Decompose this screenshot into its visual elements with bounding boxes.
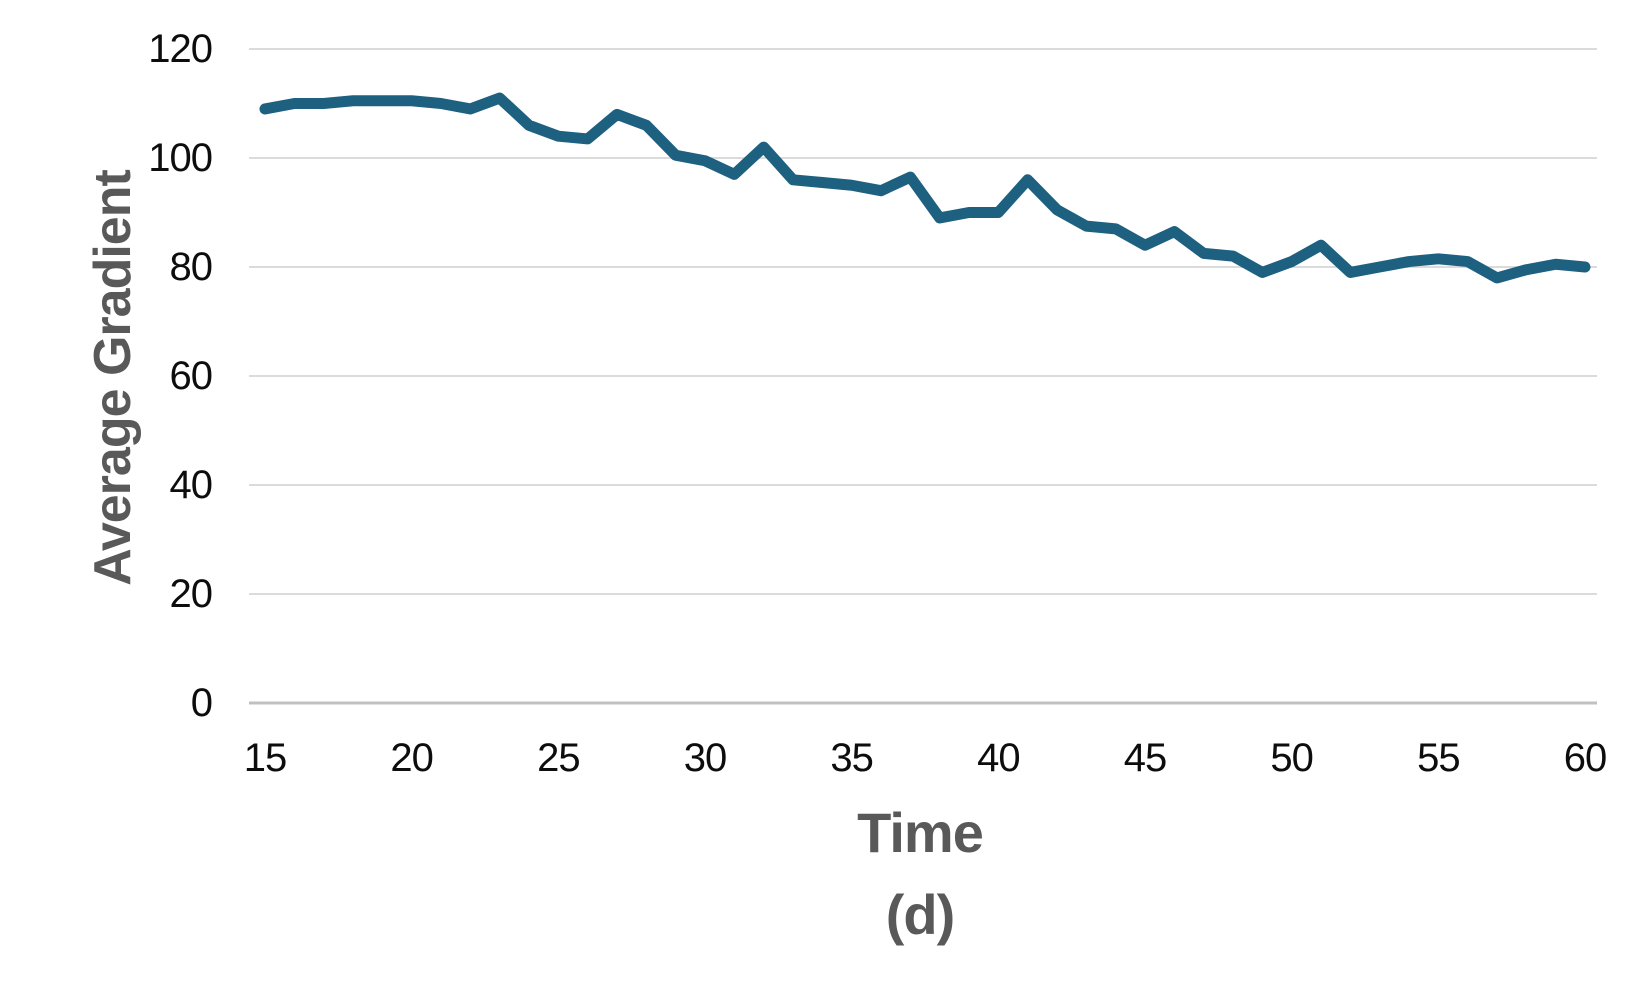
x-tick-label: 45	[1123, 736, 1168, 780]
x-axis-title-unit: (d)	[885, 883, 956, 946]
x-tick-label: 20	[390, 736, 434, 780]
series-line-average-gradient	[259, 92, 1591, 284]
x-tick-label: 30	[683, 736, 728, 780]
x-tick-label: 55	[1417, 736, 1461, 780]
x-tick-label: 25	[537, 736, 581, 780]
x-tick-label: 50	[1270, 736, 1314, 780]
y-tick-label: 80	[169, 245, 214, 289]
x-axis-title: Time (d)	[670, 792, 1170, 956]
x-axis-title-text: Time	[857, 801, 984, 864]
x-tick-label: 15	[243, 736, 288, 780]
y-tick-label: 0	[190, 681, 213, 725]
x-tick-label: 40	[977, 736, 1021, 780]
y-tick-label: 120	[148, 27, 213, 71]
y-tick-label: 40	[169, 463, 214, 507]
y-tick-label: 20	[169, 572, 214, 616]
y-axis-title: Average Gradient	[84, 170, 142, 586]
y-tick-label: 100	[148, 136, 213, 180]
x-tick-label: 35	[830, 736, 874, 780]
y-tick-label: 60	[169, 354, 214, 398]
x-tick-label: 60	[1563, 736, 1608, 780]
